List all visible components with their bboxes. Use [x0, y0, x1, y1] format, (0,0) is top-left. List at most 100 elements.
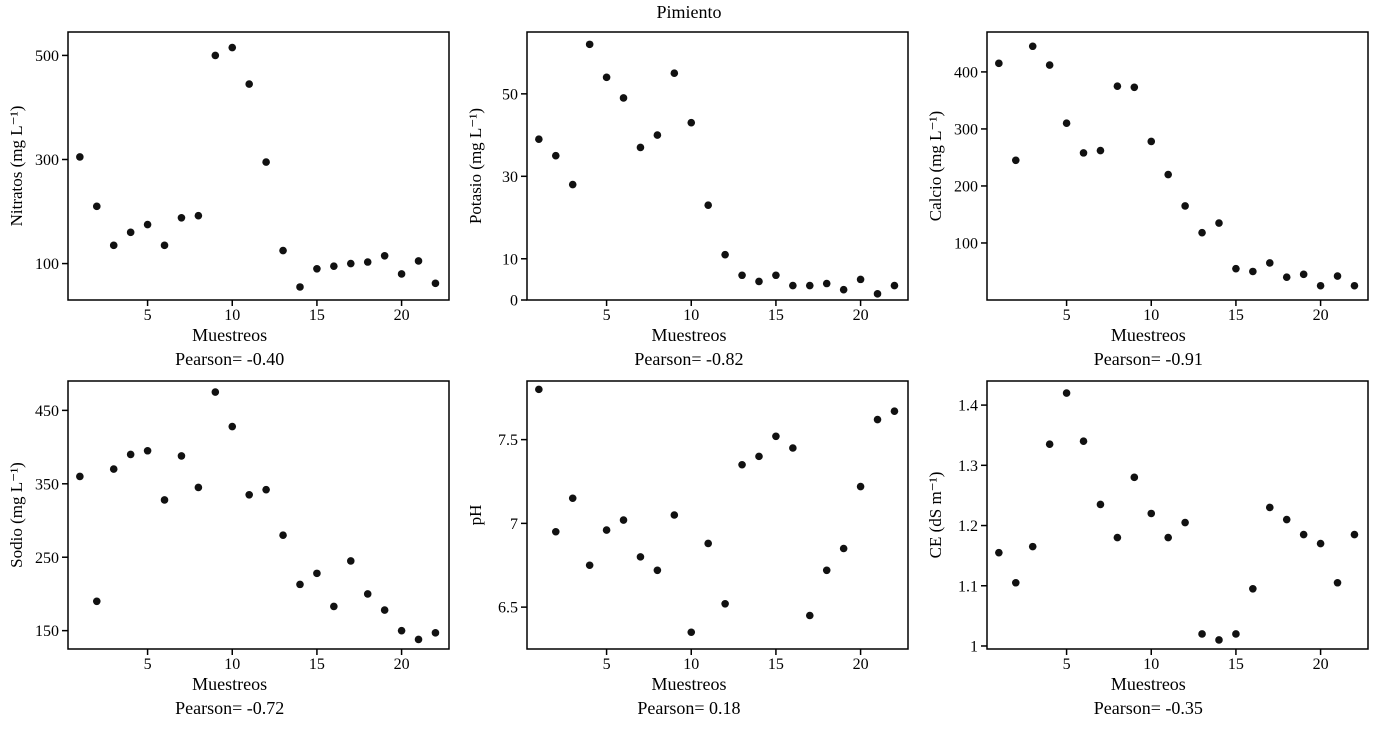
data-point	[245, 491, 254, 499]
data-point	[127, 450, 135, 459]
data-point	[381, 251, 389, 260]
data-point	[620, 516, 628, 524]
data-point	[1299, 530, 1308, 539]
data-point	[772, 271, 781, 280]
x-axis-label: Muestreos	[1110, 325, 1186, 345]
data-point	[1130, 473, 1138, 482]
data-point	[194, 211, 203, 220]
panel-ph: 6.5 7 7.5 5 10 15 20 pH Muestreos Pearson= 0.18	[459, 373, 918, 722]
data-point	[772, 432, 781, 441]
y-tick-label: 200	[954, 179, 978, 196]
data-point	[994, 548, 1003, 557]
data-point	[755, 277, 764, 286]
data-point	[1231, 630, 1240, 638]
data-point	[1062, 119, 1071, 128]
y-tick-label: 50	[502, 86, 518, 103]
x-tick-label: 5	[144, 307, 152, 324]
data-point	[874, 415, 882, 424]
data-point	[1299, 270, 1308, 279]
x-axis-label: Muestreos	[1110, 674, 1186, 694]
data-point	[738, 271, 747, 280]
data-point	[397, 626, 406, 635]
pearson-value: Pearson= -0.82	[634, 349, 744, 369]
data-point	[1350, 281, 1359, 290]
data-point	[1181, 202, 1189, 210]
data-point	[1028, 542, 1037, 551]
x-tick-label: 10	[684, 656, 700, 673]
x-axis-label: Muestreos	[651, 674, 727, 694]
data-point	[535, 135, 544, 143]
data-point	[431, 279, 440, 288]
y-tick-label: 450	[35, 403, 59, 420]
data-point	[228, 422, 237, 431]
x-tick-label: 10	[224, 656, 240, 673]
data-point	[1316, 281, 1325, 290]
data-point	[637, 143, 645, 152]
panel-calcio: 100 200 300 400 5 10 15 20 Calcio (mg L⁻¹) Muest…	[919, 24, 1378, 373]
x-tick-label: 15	[768, 307, 784, 324]
data-point	[874, 290, 882, 298]
y-tick-label: 100	[35, 256, 59, 273]
data-point	[110, 465, 118, 473]
data-point	[1265, 503, 1274, 512]
data-point	[654, 566, 662, 575]
data-point	[671, 511, 679, 519]
pearson-value: Pearson= 0.18	[637, 698, 741, 718]
ce-scatter-plot: 1 1.1 1.2 1.3 1.4 5 10 15 20 CE (dS m⁻¹)	[926, 380, 1369, 673]
y-tick-label: 400	[954, 65, 978, 82]
data-point	[840, 544, 848, 553]
data-point	[347, 557, 355, 565]
data-point	[279, 246, 288, 255]
data-point	[671, 69, 679, 78]
data-point	[1096, 146, 1105, 155]
data-point	[143, 446, 152, 455]
data-point	[1282, 273, 1291, 281]
y-tick-label: 1.2	[958, 518, 978, 535]
data-point	[569, 180, 578, 189]
y-tick-label: 0	[510, 293, 518, 310]
pearson-value: Pearson= -0.40	[175, 349, 285, 369]
potasio-scatter-plot: 0 10 30 50 5 10 15 20 Potasio (mg L⁻¹)	[466, 31, 910, 324]
data-point	[1265, 259, 1274, 267]
data-point	[1062, 389, 1071, 397]
panel-sodio: 150 250 350 450 5 10 15 20 Sodio (mg L⁻¹) Muestr…	[0, 373, 459, 722]
axes-box	[986, 380, 1369, 650]
data-point	[296, 580, 304, 589]
x-tick-label: 5	[603, 307, 611, 324]
x-tick-label: 5	[144, 656, 152, 673]
x-tick-label: 10	[224, 307, 240, 324]
data-point	[279, 531, 288, 539]
y-axis-label: Potasio (mg L⁻¹)	[466, 108, 485, 224]
x-tick-label: 15	[768, 656, 784, 673]
panel-ce: 1 1.1 1.2 1.3 1.4 5 10 15 20 CE (dS m⁻¹) Muestreo…	[919, 373, 1378, 722]
data-point	[806, 611, 815, 620]
data-point	[1198, 228, 1206, 237]
x-axis-label: Muestreos	[192, 674, 268, 694]
axes-box	[986, 31, 1369, 301]
data-point	[603, 73, 611, 82]
data-point	[603, 526, 611, 534]
plot-grid: 100 300 500 5 10 15 20 Nitratos (mg L⁻¹) Muestr…	[0, 24, 1378, 722]
data-point	[857, 275, 865, 284]
data-point	[1130, 83, 1138, 92]
data-point	[228, 43, 237, 52]
data-point	[637, 553, 645, 561]
x-axis-label: Muestreos	[192, 325, 268, 345]
y-tick-label: 300	[35, 152, 59, 169]
x-tick-label: 5	[1062, 656, 1070, 673]
data-point	[1164, 170, 1172, 179]
data-point	[1028, 42, 1037, 51]
data-point	[431, 629, 440, 637]
data-point	[1045, 440, 1054, 449]
calcio-scatter-plot: 100 200 300 400 5 10 15 20 Calcio (mg L⁻¹)	[926, 31, 1369, 324]
data-point	[891, 281, 899, 290]
data-point	[1316, 539, 1325, 548]
data-point	[1333, 272, 1342, 280]
figure-title: Pimiento	[656, 2, 722, 22]
data-point	[1079, 437, 1088, 446]
x-tick-label: 20	[1312, 307, 1328, 324]
data-point	[93, 202, 101, 211]
axes-box	[526, 380, 910, 650]
data-point	[177, 213, 186, 222]
data-point	[857, 482, 865, 491]
